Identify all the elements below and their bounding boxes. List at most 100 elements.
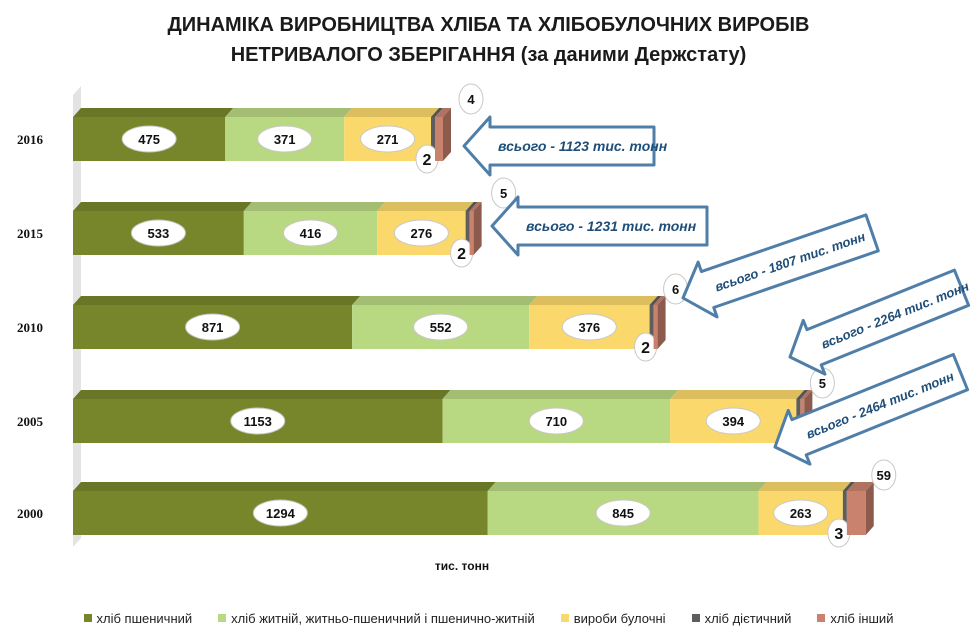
chart-title-line-2: НЕТРИВАЛОГО ЗБЕРІГАННЯ (за даними Держст…	[230, 44, 747, 66]
data-label-bubble-2016-s4	[458, 83, 484, 115]
bar-2010-s4	[653, 305, 658, 349]
bar-top-2016-s4	[434, 108, 451, 117]
data-label-bubble-2000-s0	[252, 499, 308, 527]
total-arrow-2016	[462, 115, 656, 177]
bar-top-2005-s3	[796, 390, 809, 399]
legend-label-4: хліб інший	[830, 610, 894, 626]
data-label-2000-s3: 3	[834, 526, 843, 543]
bar-top-2016-s0	[73, 108, 234, 117]
bar-top-2010-s1	[352, 296, 538, 305]
y-tick-label-2000: 2000	[17, 506, 43, 521]
bar-top-2000-s1	[487, 482, 767, 491]
bar-2015-s4	[469, 211, 474, 255]
data-label-2010-s0: 871	[202, 320, 224, 335]
data-label-2000-s1: 845	[612, 506, 634, 521]
data-label-2010-s3: 2	[641, 340, 650, 357]
legend-swatch-0	[83, 614, 92, 622]
data-label-bubble-2016-s0	[121, 125, 177, 153]
bar-top-2000-s4	[846, 482, 874, 491]
bar-top-2015-s1	[243, 202, 386, 211]
legend-item-3: хліб дієтичний	[691, 610, 792, 626]
total-callout-2015: всього - 1231 тис. тонн	[490, 195, 709, 257]
bar-side-2016	[442, 108, 451, 161]
data-label-2015-s3: 2	[457, 246, 466, 263]
data-label-bubble-2016-s1	[257, 125, 313, 153]
total-label-2016: всього - 1123 тис. тонн	[498, 138, 668, 154]
bar-side-2010	[657, 296, 666, 349]
data-label-bubble-2000-s4	[871, 459, 897, 491]
legend-item-1: хліб житній, житньо-пшеничний і пшенично…	[218, 611, 535, 626]
chart-title-line-1: ДИНАМІКА ВИРОБНИЦТВА ХЛІБА ТА ХЛІБОБУЛОЧ…	[167, 14, 810, 36]
data-label-2015-s4: 5	[500, 186, 507, 201]
legend-label-1: хліб житній, житньо-пшеничний і пшенично…	[231, 610, 535, 626]
bar-2000-s3	[842, 491, 847, 535]
data-label-bubble-2015-s1	[282, 219, 338, 247]
data-label-bubble-2015-s4	[491, 177, 517, 209]
legend-swatch-3	[691, 614, 700, 622]
legend: хліб пшеничний хліб житній, житньо-пшенич…	[0, 606, 977, 630]
bar-top-2010-s4	[653, 296, 666, 305]
x-axis-label: тис. тонн	[435, 559, 489, 573]
bar-top-2005-s4	[800, 390, 813, 399]
data-label-2016-s1: 371	[274, 132, 296, 147]
data-label-2016-s2: 271	[377, 132, 399, 147]
data-label-bubble-2005-s0	[230, 407, 286, 435]
bar-top-2000-s0	[73, 482, 496, 491]
legend-swatch-1	[218, 614, 227, 622]
data-label-2000-s4: 59	[877, 468, 891, 483]
data-label-bubble-2000-s2	[773, 499, 829, 527]
data-label-bubble-2010-s0	[185, 313, 241, 341]
data-label-bubble-2015-s2	[393, 219, 449, 247]
data-label-2005-s0: 1153	[244, 414, 272, 429]
legend-swatch-4	[817, 614, 826, 622]
legend-swatch-2	[560, 614, 569, 622]
legend-label-3: хліб дієтичний	[704, 610, 792, 626]
data-label-2005-s2: 394	[722, 414, 744, 429]
data-label-bubble-2010-s2	[561, 313, 617, 341]
legend-item-4: хліб інший	[817, 611, 893, 626]
data-label-2016-s4: 4	[467, 92, 475, 107]
bar-top-2015-s2	[377, 202, 474, 211]
bar-top-2005-s2	[670, 390, 805, 399]
data-label-bubble-2005-s2	[705, 407, 761, 435]
data-label-2010-s4: 6	[672, 282, 679, 297]
stacked-bar-chart: 2016 475 371 271 2 4 всього - 1123 тис. тонн 20…	[17, 83, 971, 573]
data-label-bubble-2005-s1	[528, 407, 584, 435]
data-label-bubble-2000-s1	[595, 499, 651, 527]
total-arrow-2000	[773, 352, 970, 466]
data-label-2015-s1: 416	[300, 226, 322, 241]
legend-item-2: вироби булочні	[560, 610, 666, 626]
legend-item-0: хліб пшеничний	[83, 611, 192, 626]
data-label-2015-s2: 276	[411, 226, 433, 241]
data-label-2010-s1: 552	[430, 320, 452, 335]
data-label-2005-s1: 710	[545, 414, 567, 429]
bar-top-2010-s2	[529, 296, 658, 305]
total-label-2015: всього - 1231 тис. тонн	[526, 218, 697, 234]
data-label-2016-s3: 2	[423, 152, 432, 169]
bar-2010-s3	[649, 305, 654, 349]
total-arrow-2010	[681, 213, 880, 319]
total-arrow-2015	[490, 195, 709, 257]
total-arrow-2005	[788, 268, 971, 376]
bar-top-2005-s1	[442, 390, 679, 399]
bar-top-2000-s3	[842, 482, 855, 491]
bar-2015-s3	[465, 211, 470, 255]
y-tick-label-2015: 2015	[17, 226, 44, 241]
bar-top-2015-s0	[73, 202, 252, 211]
data-label-bubble-2015-s0	[130, 219, 186, 247]
y-tick-label-2016: 2016	[17, 132, 44, 147]
bar-2000-s4	[846, 491, 866, 535]
bar-2016-s4	[434, 117, 443, 161]
y-tick-label-2010: 2010	[17, 320, 43, 335]
data-label-2010-s2: 376	[578, 320, 600, 335]
data-label-2000-s2: 263	[790, 506, 812, 521]
bar-top-2016-s2	[344, 108, 439, 117]
bar-top-2005-s0	[73, 390, 451, 399]
bar-top-2010-s3	[649, 296, 662, 305]
chart-title: ДИНАМІКА ВИРОБНИЦТВА ХЛІБА ТА ХЛІБОБУЛОЧ…	[0, 10, 977, 70]
bar-top-2015-s3	[465, 202, 478, 211]
bar-side-2015	[473, 202, 482, 255]
data-label-bubble-2016-s2	[360, 125, 416, 153]
legend-label-2: вироби булочні	[573, 610, 666, 626]
bar-2016-s3	[430, 117, 435, 161]
